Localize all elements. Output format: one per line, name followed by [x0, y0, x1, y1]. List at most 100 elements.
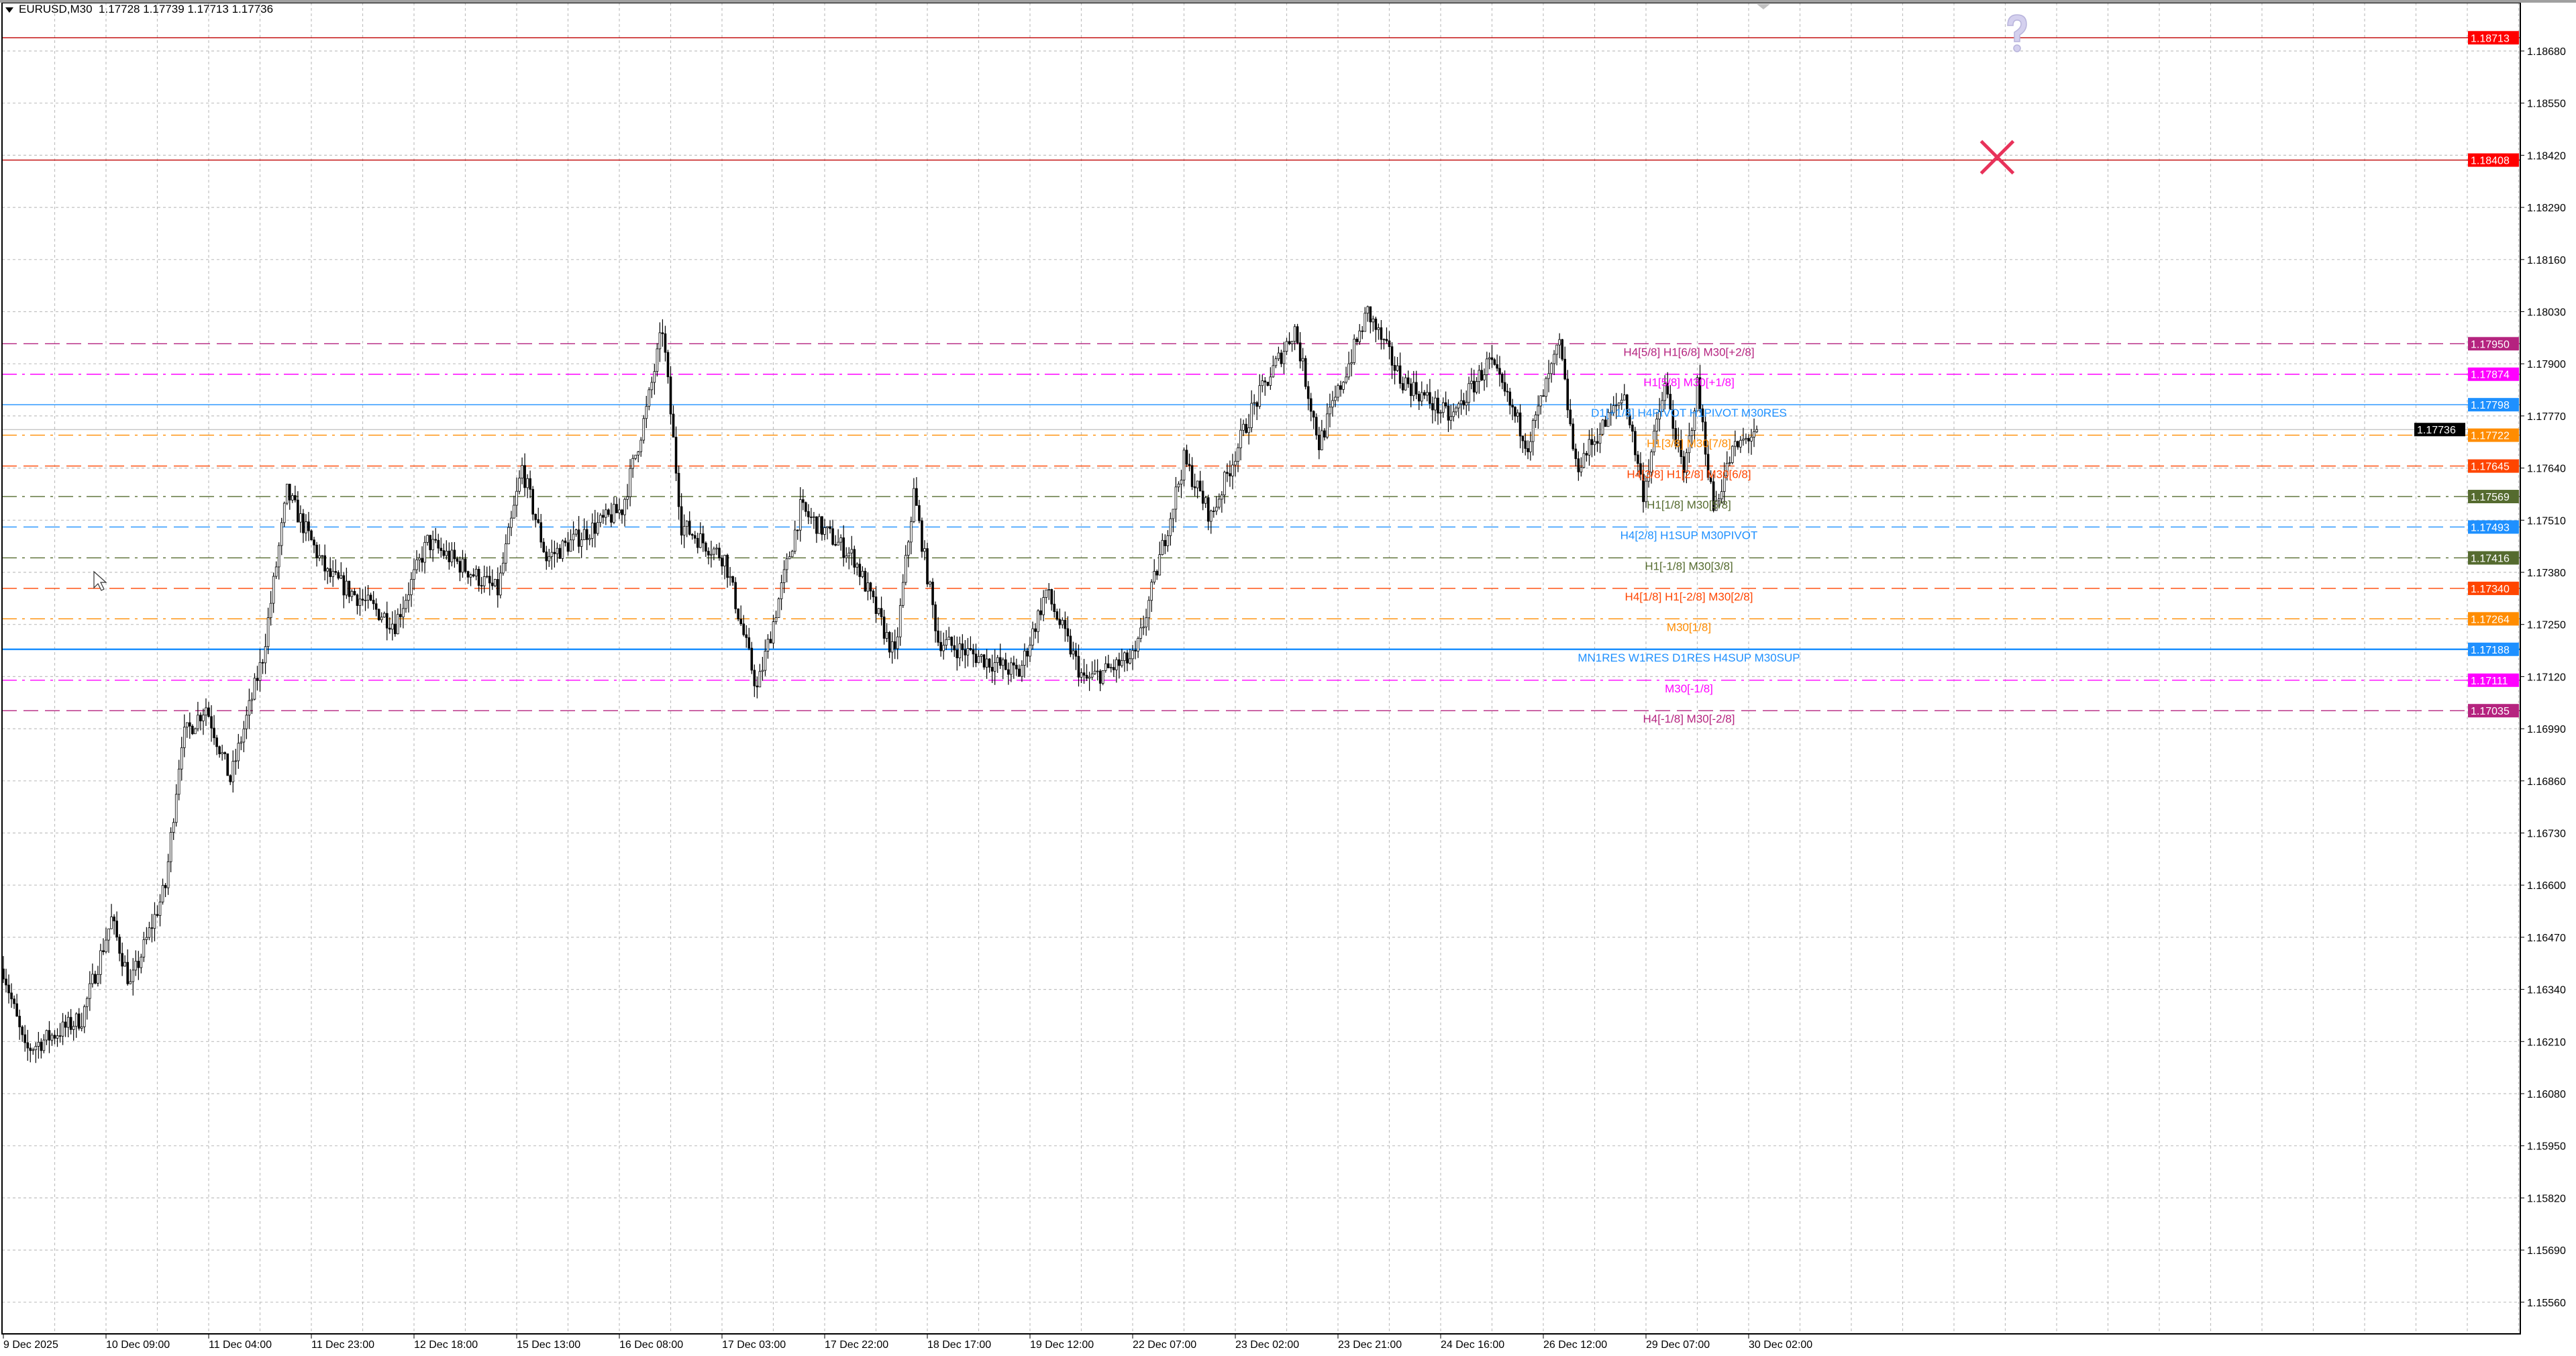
candle-body	[537, 519, 540, 523]
candle-body	[413, 569, 415, 580]
candle	[218, 745, 221, 758]
candle	[1467, 376, 1470, 411]
x-mark-icon[interactable]	[1979, 140, 2015, 175]
candle	[898, 598, 902, 646]
candle	[1172, 509, 1175, 533]
candle	[1677, 427, 1680, 453]
candle-body	[1074, 650, 1078, 657]
candle-body	[215, 737, 218, 747]
candle	[321, 555, 323, 566]
candle-body	[693, 535, 697, 539]
candle	[194, 727, 197, 735]
candle	[482, 565, 486, 593]
candle	[513, 495, 515, 519]
candle	[1572, 418, 1575, 452]
candle	[810, 507, 813, 525]
candle-body	[13, 998, 15, 1004]
candle	[1350, 349, 1353, 376]
candle	[1609, 403, 1612, 426]
candle	[40, 1038, 43, 1059]
shift-marker-icon[interactable]	[1757, 4, 1770, 9]
candle-body	[358, 598, 362, 606]
candle	[545, 545, 548, 570]
candle-body	[1404, 377, 1407, 390]
candle-body	[982, 654, 986, 668]
candle-body	[856, 564, 859, 568]
candle	[10, 983, 13, 1008]
dropdown-triangle-icon[interactable]	[5, 7, 13, 13]
candle-body	[258, 662, 262, 681]
candle	[1701, 405, 1704, 431]
candle-body	[305, 521, 307, 533]
candle	[1500, 372, 1504, 390]
price-tag-label: 1.17874	[2471, 370, 2510, 381]
time-axis[interactable]: 9 Dec 2025 10 Dec 09:00 11 Dec 04:00 11 Dec…	[3, 1334, 1812, 1351]
candle	[1137, 636, 1139, 658]
candle-body	[713, 548, 715, 555]
candle-body	[1467, 383, 1470, 403]
candle	[1521, 435, 1525, 454]
candle	[1326, 403, 1329, 439]
candle-body	[1098, 670, 1102, 684]
candle-body	[472, 574, 475, 576]
candle	[7, 974, 10, 1004]
candle	[793, 520, 796, 554]
candle-body	[556, 547, 559, 554]
candle	[1069, 629, 1072, 658]
candle-body	[753, 670, 756, 686]
candle	[1480, 362, 1484, 382]
candle	[102, 938, 105, 955]
price-tick-label: 1.16990	[2527, 724, 2566, 735]
price-axis[interactable]: 1.18680 1.18550 1.18420 1.18290 1.18160 1.180…	[2520, 46, 2566, 1309]
candle-body	[921, 520, 923, 552]
candle	[326, 567, 329, 584]
candle	[1739, 435, 1742, 454]
candle-body	[1612, 405, 1615, 413]
candle	[1193, 473, 1196, 497]
candle-body	[72, 1026, 75, 1030]
candle	[21, 1025, 23, 1042]
candle-body	[1161, 539, 1164, 556]
candle-body	[1650, 452, 1653, 473]
grid	[2, 3, 2520, 1334]
question-mark-icon[interactable]	[2007, 14, 2027, 52]
candle	[388, 617, 391, 634]
candle	[1285, 337, 1288, 356]
price-tag	[2468, 520, 2519, 534]
candle-body	[353, 590, 356, 595]
candle-body	[910, 521, 913, 543]
candle	[1139, 617, 1142, 643]
candle-body	[115, 921, 118, 938]
candle	[1231, 454, 1234, 490]
candle-body	[1503, 382, 1506, 392]
candle	[548, 548, 551, 568]
candle-body	[1045, 589, 1047, 598]
candle-body	[623, 499, 626, 515]
candle	[658, 322, 662, 362]
candle	[1066, 616, 1070, 642]
candle-body	[1021, 665, 1023, 677]
candle-body	[1622, 395, 1626, 401]
candle	[1315, 413, 1318, 440]
candle-body	[405, 600, 407, 609]
candle	[602, 509, 605, 524]
candle-body	[550, 552, 554, 557]
candle	[299, 505, 302, 533]
candle-body	[318, 555, 321, 558]
candle-body	[1372, 318, 1375, 323]
candle	[574, 529, 578, 537]
candle	[1004, 652, 1007, 670]
price-tag	[2468, 367, 2519, 381]
candle	[582, 518, 586, 541]
candle-body	[1055, 611, 1059, 620]
candle	[1496, 354, 1498, 372]
candle-body	[1261, 380, 1264, 386]
candle-body	[1031, 628, 1034, 646]
candle	[1483, 368, 1486, 391]
candle-body	[1590, 439, 1594, 446]
candle-body	[1739, 439, 1742, 448]
candle-body	[299, 513, 302, 523]
candle-body	[1039, 610, 1042, 615]
candle	[599, 513, 602, 527]
